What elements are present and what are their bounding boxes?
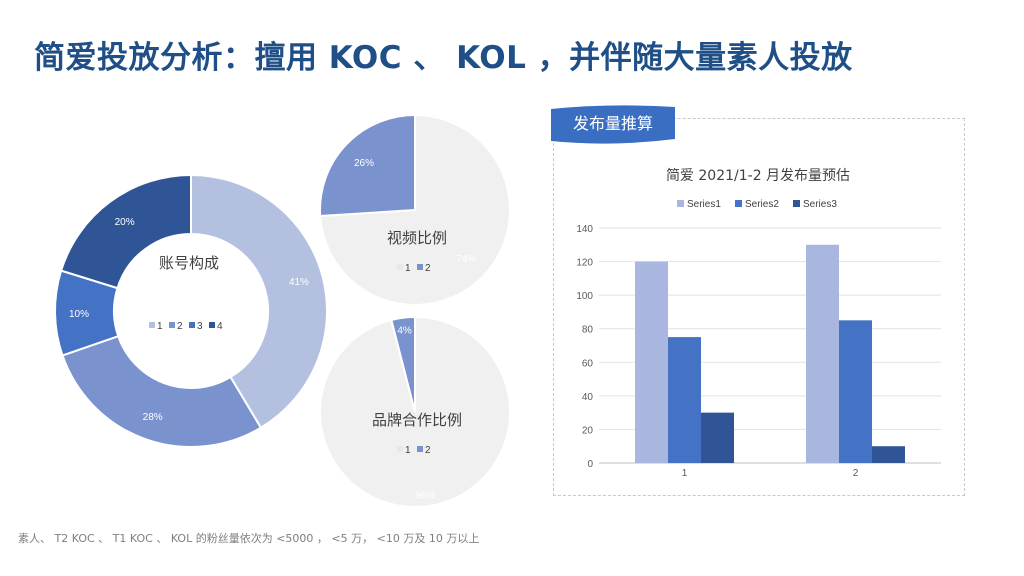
account-title: 账号构成	[159, 254, 219, 272]
bar-xtick-label-1: 1	[682, 468, 688, 479]
video-data-label-2: 26%	[354, 158, 374, 169]
brand-legend-label-1: 1	[405, 445, 411, 456]
bar-2-Series2	[839, 320, 872, 463]
tag-label: 发布量推算	[572, 114, 653, 133]
video-legend-label-2: 2	[425, 263, 431, 274]
bar-ytick-label-80: 80	[582, 325, 594, 336]
account-slice-4	[59, 173, 192, 290]
bar-2-Series3	[872, 446, 905, 463]
account-data-label-2: 28%	[143, 412, 163, 423]
bar-xtick-label-2: 2	[853, 468, 859, 479]
brand-data-label-2: 4%	[397, 326, 412, 337]
bar-legend-label-3: Series3	[803, 199, 837, 210]
bar-ytick-label-0: 0	[587, 459, 593, 470]
bar-legend-swatch-3	[793, 200, 800, 207]
bar-ytick-label-40: 40	[582, 392, 594, 403]
brand-legend-swatch-2	[417, 446, 423, 452]
bar-1-Series1	[635, 261, 668, 463]
bar-1-Series3	[701, 412, 734, 463]
brand-legend-label-2: 2	[425, 445, 431, 456]
account-slice-2	[61, 334, 263, 448]
account-legend-label-1: 1	[157, 321, 163, 332]
account-data-label-1: 41%	[289, 277, 309, 288]
bar-2-Series1	[806, 244, 839, 463]
bar-chart-title: 简爱 2021/1-2 月发布量预估	[666, 167, 850, 184]
tag-banner	[551, 105, 675, 144]
brand-slice-2	[390, 315, 416, 413]
video-legend-swatch-1	[397, 264, 403, 270]
bar-legend-swatch-2	[735, 200, 742, 207]
bar-legend-label-1: Series1	[687, 199, 721, 210]
account-legend-swatch-1	[149, 322, 155, 328]
video-data-label-1: 74%	[456, 254, 476, 265]
video-title: 视频比例	[387, 229, 447, 247]
slide-title: 简爱投放分析：擅用 KOC 、 KOL ，并伴随大量素人投放	[34, 40, 853, 76]
bar-legend-swatch-1	[677, 200, 684, 207]
account-legend-swatch-2	[169, 322, 175, 328]
video-legend-label-1: 1	[405, 263, 411, 274]
bar-ytick-label-120: 120	[576, 258, 593, 269]
bar-ytick-label-140: 140	[576, 224, 593, 235]
bar-ytick-label-100: 100	[576, 291, 593, 302]
bar-chart-panel	[553, 118, 965, 496]
bar-ytick-label-20: 20	[582, 425, 594, 436]
bar-legend-label-2: Series2	[745, 199, 779, 210]
account-data-label-3: 10%	[69, 309, 89, 320]
account-legend-swatch-4	[209, 322, 215, 328]
account-legend-label-3: 3	[197, 321, 203, 332]
video-slice-2	[319, 113, 416, 218]
account-legend-label-4: 4	[217, 321, 223, 332]
footnote: 素人、 T2 KOC 、 T1 KOC 、 KOL 的粉丝量依次为 <5000 …	[18, 532, 480, 545]
brand-legend-swatch-1	[397, 446, 403, 452]
bar-ytick-label-60: 60	[582, 358, 594, 369]
bar-1-Series2	[668, 337, 701, 463]
brand-data-label-1: 96%	[415, 490, 435, 501]
account-legend-swatch-3	[189, 322, 195, 328]
brand-title: 品牌合作比例	[372, 411, 462, 429]
account-data-label-4: 20%	[115, 217, 135, 228]
account-legend-label-2: 2	[177, 321, 183, 332]
video-legend-swatch-2	[417, 264, 423, 270]
account-slice-1	[190, 173, 328, 430]
